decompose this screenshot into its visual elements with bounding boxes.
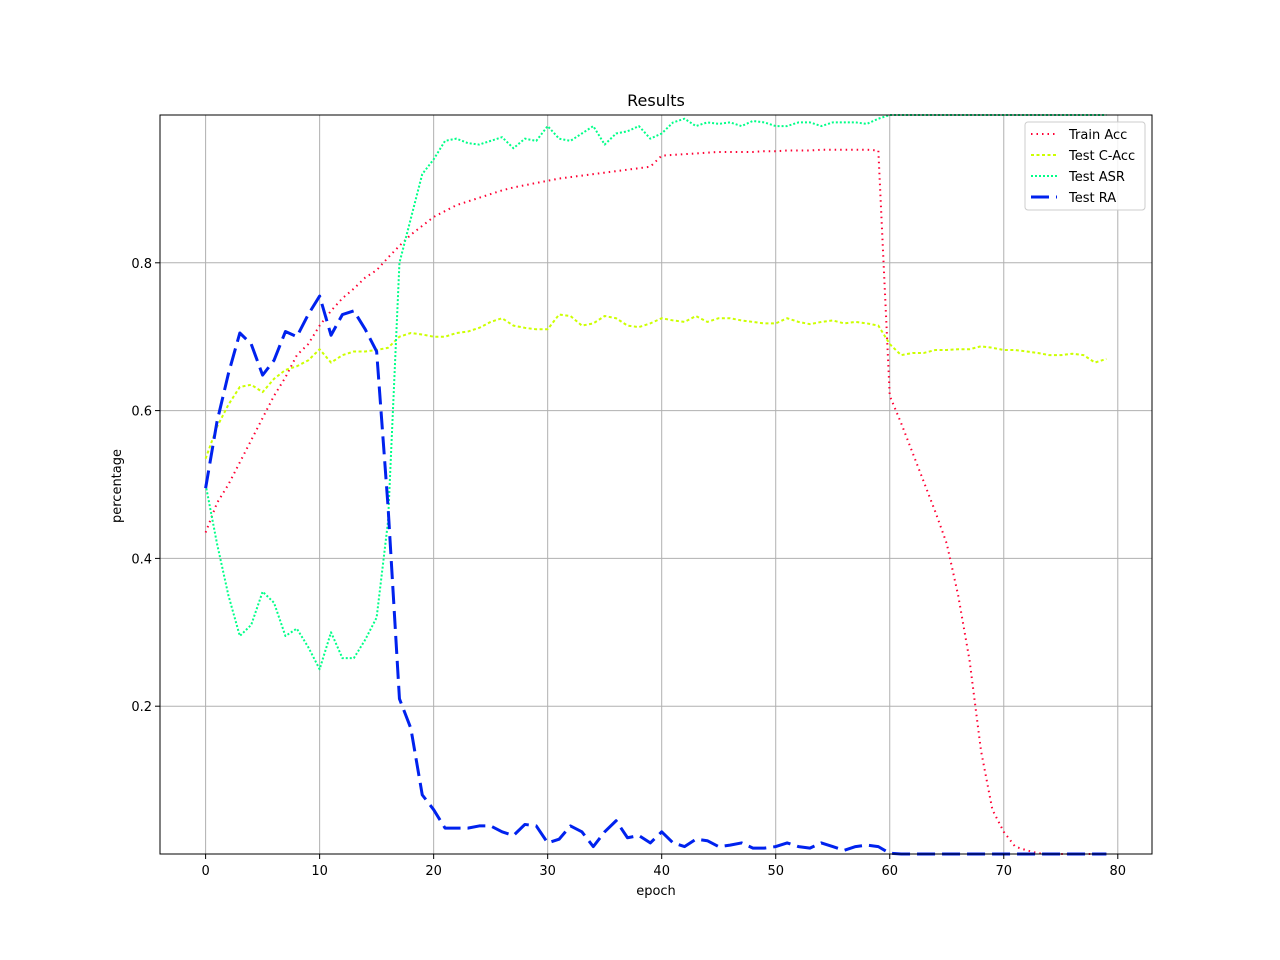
x-tick-label: 70 <box>995 864 1012 879</box>
legend-label-train-acc: Train Acc <box>1068 128 1127 143</box>
x-tick-label: 20 <box>425 864 442 879</box>
grid <box>160 115 1152 854</box>
x-tick-label: 50 <box>767 864 784 879</box>
plot-area-frame <box>159 114 1153 855</box>
x-tick-label: 40 <box>653 864 670 879</box>
series-line-test-asr <box>204 114 1107 671</box>
y-axis-label: percentage <box>110 449 125 523</box>
series-line-train-acc <box>204 148 1107 855</box>
legend-box <box>1024 121 1146 211</box>
series-line-test-ra <box>204 294 1107 856</box>
x-tick-label: 30 <box>539 864 556 879</box>
x-axis-label: epoch <box>636 884 676 899</box>
x-tick-label: 60 <box>881 864 898 879</box>
x-tick-label: 10 <box>311 864 328 879</box>
y-tick-label: 0.6 <box>131 405 152 420</box>
chart-title: Results <box>627 91 685 110</box>
y-tick-label: 0.4 <box>131 552 152 567</box>
y-tick-label: 0.8 <box>131 257 152 272</box>
legend-label-test-asr: Test ASR <box>1068 170 1125 185</box>
legend: Train Acc Test C-Acc Test ASR Test RA <box>1024 121 1146 211</box>
legend-label-test-c-acc: Test C-Acc <box>1068 149 1135 164</box>
x-tick-label: 80 <box>1110 864 1127 879</box>
y-tick-label: 0.2 <box>131 700 152 715</box>
x-tick-label: 0 <box>201 864 209 879</box>
series-lines <box>204 114 1107 856</box>
series-line-test-c-acc <box>204 313 1107 459</box>
legend-label-test-ra: Test RA <box>1068 191 1116 206</box>
axis-ticks: 0 10 20 30 40 50 60 70 80 0.2 0.4 0.6 0.8 <box>131 257 1126 879</box>
